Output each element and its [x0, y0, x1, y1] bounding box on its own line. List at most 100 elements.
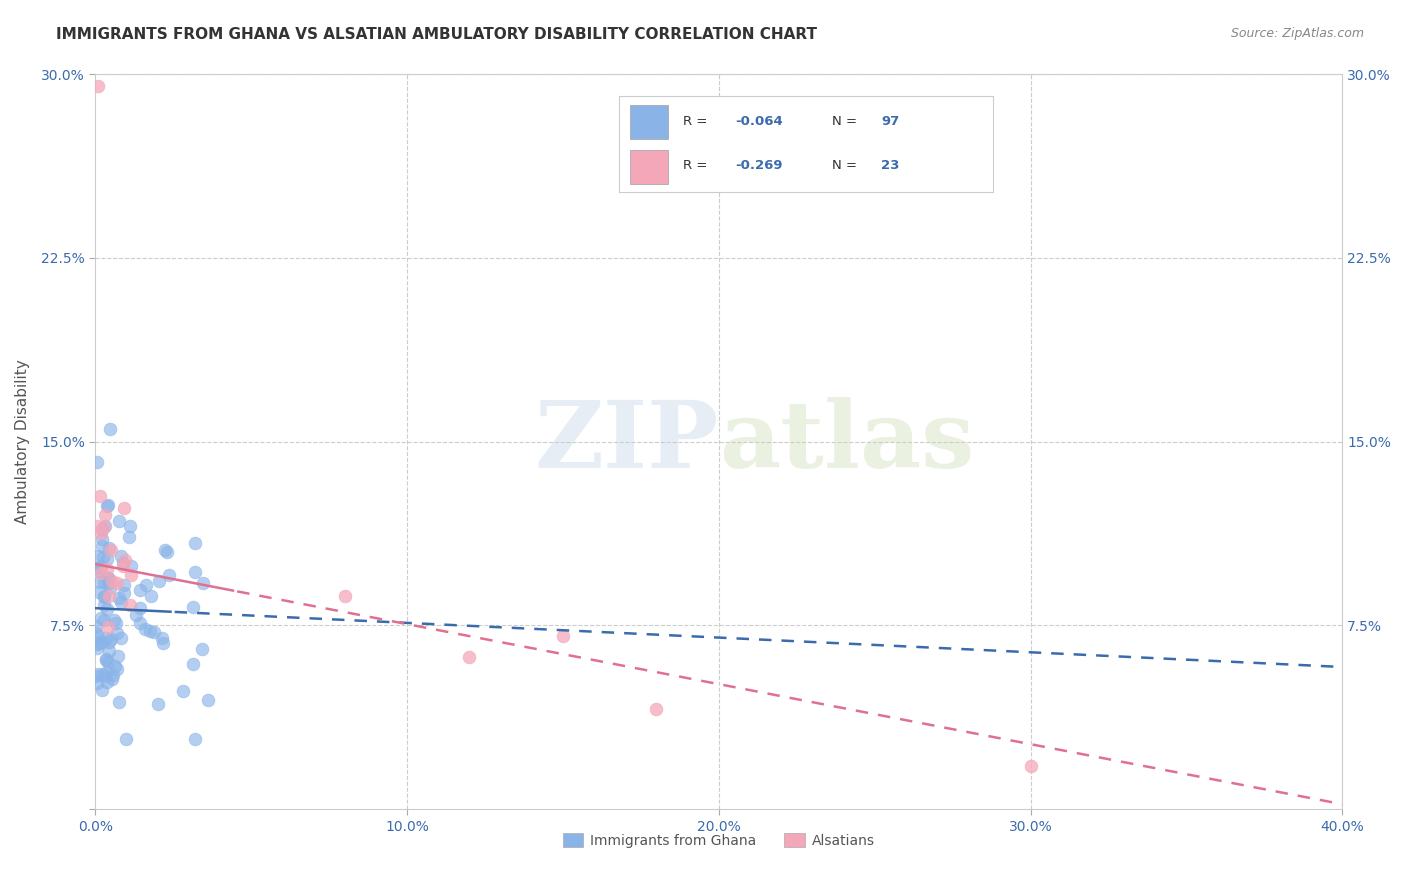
Point	[89, 489, 111, 503]
Point	[104, 659, 127, 673]
Point	[129, 601, 152, 615]
Point	[97, 589, 120, 603]
Legend: Immigrants from Ghana, Alsatians: Immigrants from Ghana, Alsatians	[557, 828, 880, 854]
Point	[90, 566, 112, 580]
Point	[93, 519, 115, 533]
Point	[645, 702, 668, 716]
Point	[97, 499, 120, 513]
Point	[86, 676, 108, 690]
Point	[150, 631, 173, 645]
Point	[90, 611, 112, 625]
Point	[128, 615, 150, 630]
Point	[110, 631, 132, 645]
Point	[138, 624, 160, 639]
Point	[112, 501, 135, 516]
Point	[135, 578, 157, 592]
Point	[93, 589, 115, 603]
Point	[181, 657, 204, 671]
Point	[96, 632, 118, 646]
Point	[108, 591, 131, 606]
Point	[90, 539, 112, 553]
Point	[94, 653, 117, 667]
Point	[142, 625, 165, 640]
Point	[105, 625, 128, 640]
Point	[100, 543, 122, 558]
Point	[105, 575, 128, 590]
Point	[98, 541, 121, 555]
Point	[86, 518, 108, 533]
Point	[87, 666, 110, 681]
Point	[153, 543, 176, 558]
Point	[98, 422, 121, 436]
Text: ZIP: ZIP	[534, 397, 718, 486]
Point	[129, 582, 152, 597]
Point	[193, 576, 215, 591]
Point	[103, 613, 125, 627]
Point	[101, 672, 124, 686]
Point	[100, 574, 122, 589]
Point	[134, 623, 156, 637]
Point	[118, 530, 141, 544]
Point	[97, 620, 120, 634]
Point	[110, 595, 132, 609]
Point	[115, 731, 138, 746]
Point	[91, 666, 114, 681]
Point	[87, 79, 110, 94]
Point	[105, 662, 128, 676]
Point	[93, 590, 115, 604]
Point	[91, 522, 114, 536]
Point	[98, 582, 121, 596]
Point	[96, 551, 118, 566]
Point	[86, 669, 108, 683]
Point	[96, 675, 118, 690]
Point	[191, 642, 214, 657]
Point	[172, 684, 194, 698]
Point	[97, 571, 120, 585]
Point	[120, 598, 142, 612]
Point	[157, 568, 180, 582]
Point	[156, 544, 179, 558]
Point	[184, 536, 207, 550]
Point	[114, 553, 136, 567]
Point	[93, 575, 115, 590]
Point	[146, 697, 169, 711]
Point	[551, 629, 574, 643]
Point	[107, 649, 129, 664]
Point	[125, 608, 148, 623]
Point	[184, 732, 207, 747]
Point	[94, 669, 117, 683]
Point	[94, 519, 117, 533]
Point	[84, 618, 107, 632]
Point	[91, 682, 114, 697]
Point	[84, 626, 107, 640]
Point	[87, 549, 110, 563]
Point	[98, 644, 121, 658]
Point	[333, 590, 356, 604]
Point	[120, 567, 142, 582]
Point	[86, 637, 108, 651]
Point	[89, 585, 111, 599]
Point	[118, 519, 141, 533]
Point	[112, 585, 135, 599]
Point	[101, 667, 124, 681]
Point	[112, 578, 135, 592]
Point	[93, 613, 115, 627]
Point	[184, 565, 207, 579]
Point	[458, 649, 481, 664]
Point	[181, 600, 204, 615]
Point	[91, 550, 114, 565]
Point	[120, 558, 142, 573]
Point	[108, 695, 131, 709]
Point	[148, 574, 170, 588]
Text: Source: ZipAtlas.com: Source: ZipAtlas.com	[1230, 27, 1364, 40]
Point	[107, 515, 129, 529]
Point	[110, 549, 132, 563]
Point	[89, 635, 111, 649]
Point	[96, 572, 118, 586]
Point	[89, 560, 111, 574]
Point	[89, 564, 111, 578]
Point	[91, 532, 114, 546]
Point	[90, 558, 112, 573]
Point	[96, 562, 118, 576]
Point	[97, 575, 120, 590]
